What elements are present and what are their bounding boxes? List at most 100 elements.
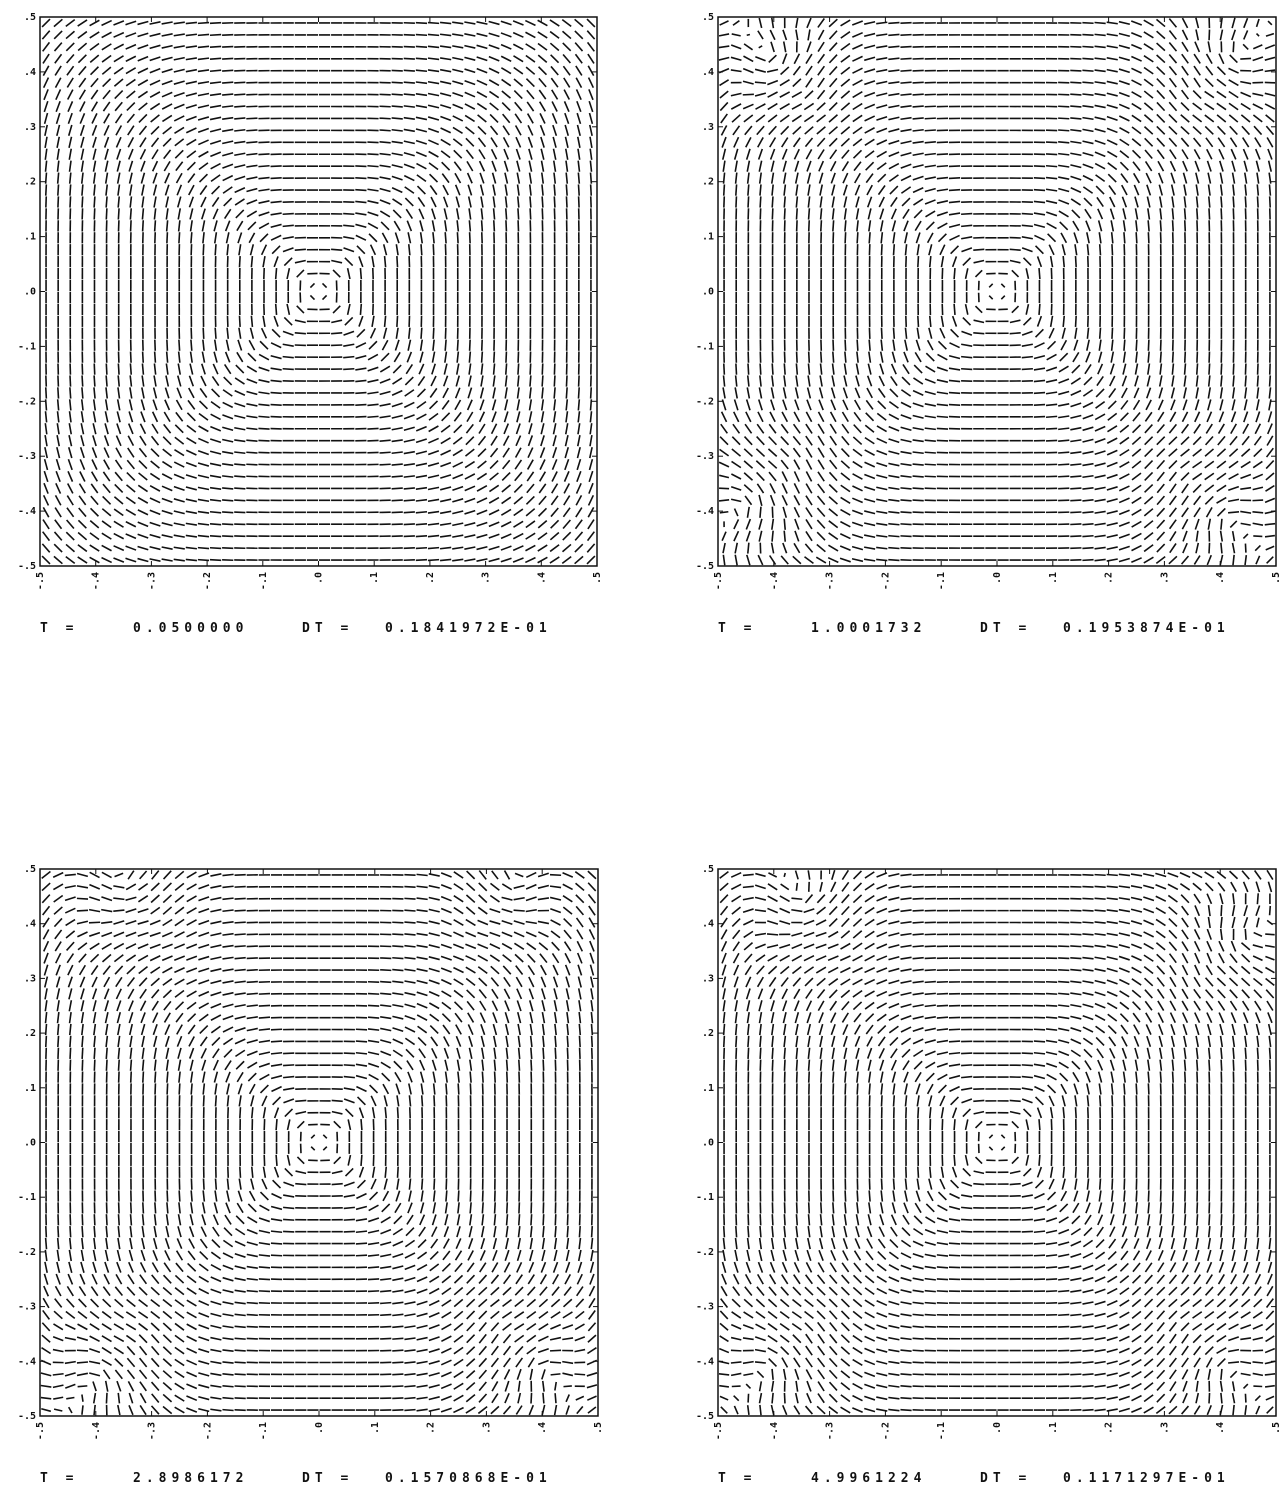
- vector-arrow: [56, 101, 60, 111]
- vector-arrow: [514, 521, 524, 527]
- vector-arrow: [234, 118, 245, 119]
- vector-arrow: [392, 391, 402, 396]
- vector-arrow: [114, 33, 124, 38]
- vector-arrow: [162, 547, 173, 549]
- vector-arrow: [551, 55, 559, 63]
- vector-arrow: [125, 558, 136, 561]
- vector-arrow: [155, 1072, 156, 1083]
- vector-arrow: [210, 129, 221, 132]
- vector-arrow: [503, 114, 510, 123]
- vector-arrow: [1119, 104, 1129, 108]
- vector-arrow: [1082, 82, 1093, 83]
- vector-arrow: [67, 520, 74, 528]
- vector-arrow: [117, 423, 121, 434]
- vector-arrow: [723, 543, 725, 553]
- vector-arrow: [1207, 412, 1211, 422]
- vector-arrow: [380, 428, 391, 429]
- vector-arrow: [565, 113, 569, 124]
- vector-arrow: [428, 117, 439, 120]
- vector-arrow: [780, 80, 790, 86]
- vector-arrow: [1266, 34, 1274, 36]
- vector-arrow: [138, 45, 149, 49]
- vector-arrow: [1256, 149, 1260, 159]
- vector-arrow: [260, 341, 268, 349]
- vector-arrow: [1145, 425, 1152, 433]
- x-tick-label: -.5: [35, 1422, 46, 1440]
- vector-arrow: [360, 304, 361, 315]
- vector-arrow: [155, 352, 156, 363]
- vector-arrow: [140, 1346, 147, 1355]
- vector-arrow: [343, 237, 354, 239]
- vector-arrow: [878, 401, 886, 409]
- vector-arrow: [1157, 520, 1165, 528]
- vector-arrow: [151, 126, 159, 134]
- vector-arrow: [465, 127, 474, 134]
- vector-arrow: [937, 189, 948, 191]
- vector-arrow: [1157, 114, 1165, 122]
- vector-arrow: [79, 66, 86, 75]
- vector-arrow: [44, 483, 48, 493]
- vector-arrow: [129, 1405, 133, 1414]
- vector-arrow: [720, 91, 728, 98]
- vector-arrow: [1173, 220, 1174, 231]
- vector-arrow: [150, 522, 161, 526]
- vector-arrow: [430, 388, 437, 397]
- vector-arrow: [416, 35, 427, 36]
- vector-arrow: [1082, 35, 1093, 36]
- vector-arrow: [175, 1371, 184, 1377]
- vector-arrow: [392, 153, 403, 155]
- vector-arrow: [1265, 511, 1275, 513]
- vector-arrow: [90, 557, 100, 562]
- vector-arrow: [805, 544, 812, 552]
- vector-arrow: [457, 340, 458, 351]
- vector-arrow: [879, 388, 886, 397]
- vector-arrow: [151, 1358, 158, 1366]
- vector-arrow: [892, 352, 895, 363]
- vector-arrow: [259, 212, 270, 216]
- vector-arrow: [90, 872, 100, 877]
- vector-arrow: [440, 70, 451, 72]
- vector-arrow: [452, 487, 463, 491]
- vector-arrow: [187, 162, 195, 170]
- vector-arrow: [845, 232, 846, 243]
- vector-arrow: [81, 1000, 83, 1011]
- vector-arrow: [1244, 161, 1247, 172]
- vector-arrow: [1097, 197, 1103, 206]
- vector-arrow: [69, 1250, 71, 1261]
- vector-arrow: [78, 557, 87, 563]
- vector-arrow: [70, 1238, 71, 1249]
- vector-arrow: [175, 1275, 183, 1283]
- vector-arrow: [138, 955, 148, 961]
- vector-arrow: [129, 411, 132, 422]
- vector-arrow: [141, 1250, 145, 1261]
- vector-arrow: [513, 33, 523, 38]
- x-tick-label: .4: [536, 572, 547, 584]
- vector-arrow: [393, 365, 401, 373]
- vector-arrow: [804, 103, 813, 109]
- y-tick-label: .3: [702, 122, 714, 133]
- vector-arrow: [153, 412, 158, 422]
- vector-arrow: [46, 1226, 47, 1237]
- vector-arrow: [1267, 436, 1273, 446]
- vector-arrow: [105, 989, 109, 999]
- vector-arrow: [271, 368, 282, 370]
- vector-arrow: [1087, 328, 1088, 339]
- vector-arrow: [1095, 535, 1106, 536]
- vector-arrow: [106, 1024, 108, 1035]
- vector-arrow: [186, 463, 196, 467]
- vector-arrow: [501, 534, 511, 538]
- vector-arrow: [70, 387, 71, 398]
- vector-arrow: [94, 1048, 95, 1059]
- vector-arrow: [54, 31, 62, 39]
- vector-arrow: [768, 92, 778, 97]
- vector-arrow: [844, 388, 848, 399]
- vector-arrow: [114, 955, 123, 962]
- vector-arrow: [102, 1324, 111, 1330]
- vector-arrow: [138, 546, 149, 549]
- vector-arrow: [796, 185, 798, 196]
- vector-arrow: [138, 22, 149, 25]
- vector-arrow: [1218, 138, 1224, 147]
- vector-arrow: [441, 438, 451, 444]
- vector-arrow: [888, 560, 899, 561]
- vector-arrow: [1160, 196, 1162, 207]
